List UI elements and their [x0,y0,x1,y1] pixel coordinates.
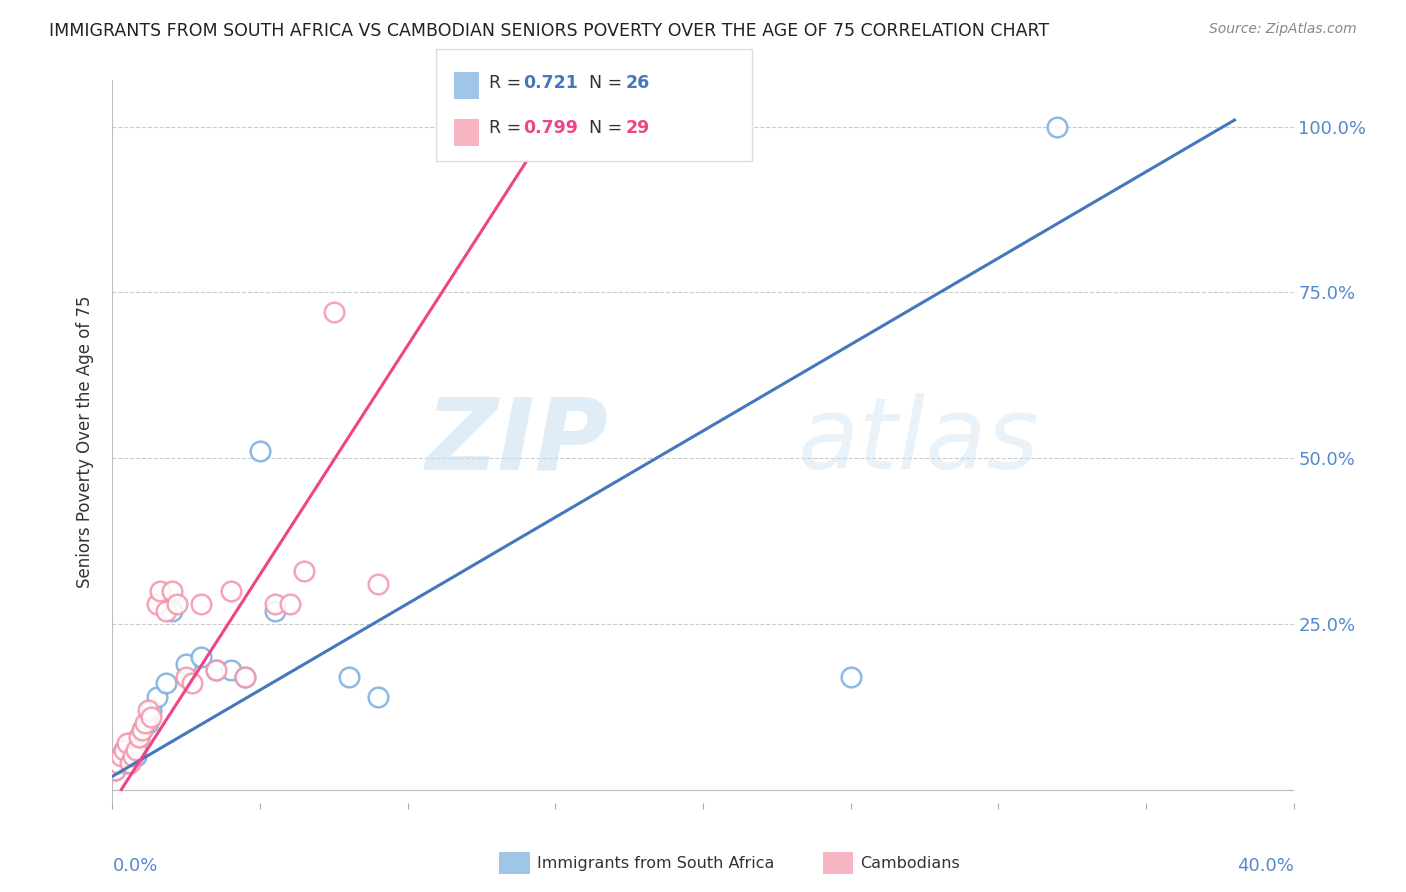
Point [107,756,129,770]
Text: 0.721: 0.721 [523,74,578,92]
Point [155,676,177,690]
Point [110,749,132,764]
Text: 40.0%: 40.0% [1237,857,1294,875]
Point [104,763,127,777]
Point [110,749,132,764]
Point [233,670,256,684]
Point [136,716,159,731]
Point [112,743,135,757]
Point [131,723,153,737]
Point [160,583,183,598]
Point [122,749,145,764]
Text: Immigrants from South Africa: Immigrants from South Africa [537,856,775,871]
Point [174,670,197,684]
Point [107,756,129,770]
Point [839,670,862,684]
Point [134,716,156,731]
Point [181,676,204,690]
Point [233,670,256,684]
Point [146,597,169,611]
Point [166,597,188,611]
Point [278,597,301,611]
Point [323,305,346,319]
Point [104,763,127,777]
Point [367,577,389,591]
Point [264,603,287,617]
Text: N =: N = [589,74,628,92]
Point [128,730,150,744]
Point [249,444,271,458]
Text: 0.799: 0.799 [523,120,578,137]
Point [160,603,183,617]
Point [136,703,159,717]
Text: 26: 26 [626,74,650,92]
Text: IMMIGRANTS FROM SOUTH AFRICA VS CAMBODIAN SENIORS POVERTY OVER THE AGE OF 75 COR: IMMIGRANTS FROM SOUTH AFRICA VS CAMBODIA… [49,22,1049,40]
Point [146,690,169,704]
Point [219,583,242,598]
Y-axis label: Seniors Poverty Over the Age of 75: Seniors Poverty Over the Age of 75 [76,295,94,588]
Point [139,703,162,717]
Point [139,709,162,723]
Point [205,663,228,677]
Point [367,690,389,704]
Point [292,564,315,578]
Point [174,657,197,671]
Text: atlas: atlas [797,393,1039,490]
Text: N =: N = [589,120,628,137]
Point [122,743,145,757]
Text: ZIP: ZIP [426,393,609,490]
Text: R =: R = [489,74,527,92]
Point [128,730,150,744]
Text: R =: R = [489,120,527,137]
Point [205,663,228,677]
Point [219,663,242,677]
Point [117,736,138,750]
Text: 0.0%: 0.0% [112,857,157,875]
Text: Source: ZipAtlas.com: Source: ZipAtlas.com [1209,22,1357,37]
Point [112,743,135,757]
Point [190,650,212,665]
Point [155,603,177,617]
Point [117,756,138,770]
Text: Cambodians: Cambodians [860,856,960,871]
Point [264,597,287,611]
Point [120,736,142,750]
Text: 29: 29 [626,120,650,137]
Point [149,583,172,598]
Point [125,749,148,764]
Point [190,597,212,611]
Point [125,743,148,757]
Point [120,756,142,770]
Point [131,723,153,737]
Point [1046,120,1069,134]
Point [337,670,360,684]
